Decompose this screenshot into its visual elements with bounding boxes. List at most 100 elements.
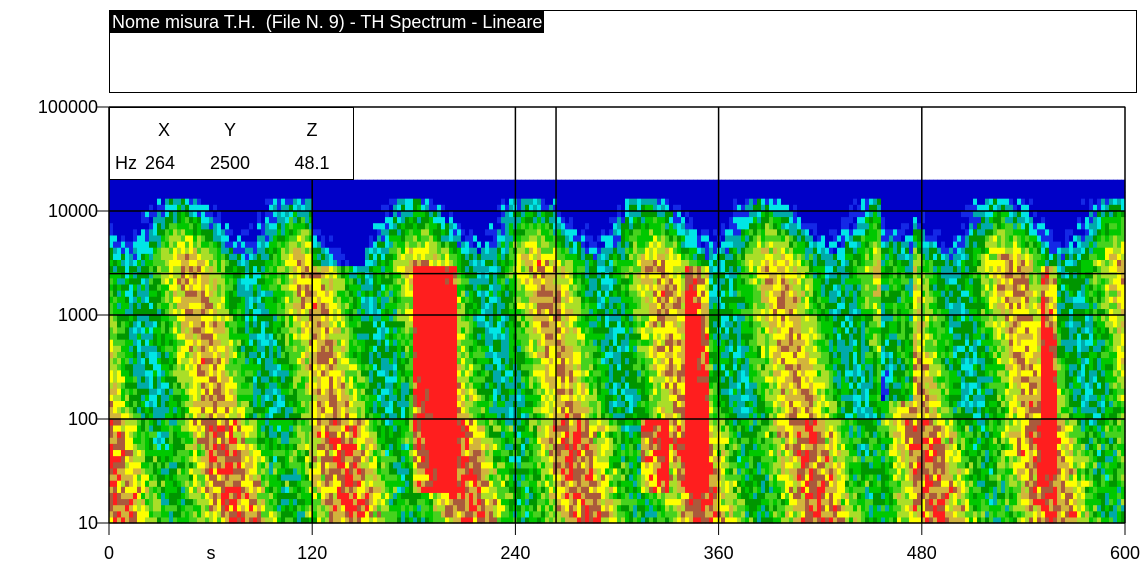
heatmap-cell bbox=[121, 253, 126, 260]
heatmap-cell bbox=[453, 406, 458, 414]
heatmap-cell bbox=[277, 449, 282, 457]
heatmap-cell bbox=[121, 290, 126, 297]
heatmap-cell bbox=[433, 277, 438, 285]
heatmap-cell bbox=[297, 241, 302, 248]
heatmap-cell bbox=[297, 375, 302, 383]
heatmap-cell bbox=[157, 308, 162, 316]
heatmap-cell bbox=[397, 179, 402, 187]
heatmap-cell bbox=[305, 357, 310, 365]
heatmap-cell bbox=[373, 222, 378, 230]
heatmap-cell bbox=[305, 443, 310, 451]
heatmap-cell bbox=[313, 228, 318, 236]
heatmap-cell bbox=[293, 461, 298, 469]
heatmap-cell bbox=[405, 179, 410, 187]
heatmap-cell bbox=[341, 437, 346, 444]
heatmap-cell bbox=[237, 302, 242, 310]
heatmap-cell bbox=[145, 308, 150, 316]
heatmap-cell bbox=[241, 455, 246, 463]
heatmap-cell bbox=[385, 375, 390, 383]
heatmap-cell bbox=[129, 431, 134, 438]
heatmap-cell bbox=[441, 253, 446, 260]
heatmap-cell bbox=[261, 504, 266, 512]
heatmap-cell bbox=[329, 504, 334, 512]
heatmap-cell bbox=[309, 216, 314, 224]
heatmap-cell bbox=[325, 357, 330, 365]
heatmap-cell bbox=[405, 369, 410, 377]
heatmap-cell bbox=[453, 510, 458, 518]
heatmap-cell bbox=[277, 179, 282, 187]
heatmap-cell bbox=[337, 486, 342, 493]
heatmap-cell bbox=[373, 461, 378, 469]
heatmap-cell bbox=[129, 461, 134, 469]
heatmap-cell bbox=[217, 351, 222, 359]
heatmap-cell bbox=[329, 191, 334, 199]
heatmap-cell bbox=[357, 259, 362, 267]
heatmap-cell bbox=[365, 492, 370, 500]
heatmap-cell bbox=[301, 473, 306, 481]
heatmap-cell bbox=[321, 486, 326, 493]
heatmap-cell bbox=[289, 345, 294, 352]
heatmap-cell bbox=[289, 302, 294, 310]
heatmap-cell bbox=[309, 253, 314, 260]
heatmap-cell bbox=[265, 510, 270, 518]
heatmap-cell bbox=[357, 431, 362, 438]
heatmap-cell bbox=[421, 400, 426, 408]
heatmap-cell bbox=[365, 247, 370, 254]
heatmap-cell bbox=[457, 283, 462, 291]
heatmap-cell bbox=[453, 283, 458, 291]
heatmap-cell bbox=[377, 210, 382, 218]
heatmap-cell bbox=[241, 320, 246, 328]
heatmap-cell bbox=[261, 437, 266, 444]
heatmap-cell bbox=[305, 308, 310, 316]
heatmap-cell bbox=[149, 302, 154, 310]
heatmap-cell bbox=[273, 504, 278, 512]
heatmap-cell bbox=[293, 320, 298, 328]
heatmap-cell bbox=[453, 308, 458, 316]
heatmap-cell bbox=[341, 449, 346, 457]
heatmap-cell bbox=[265, 228, 270, 236]
heatmap-cell bbox=[145, 473, 150, 481]
heatmap-cell bbox=[169, 516, 174, 524]
heatmap-cell bbox=[137, 247, 142, 254]
heatmap-cell bbox=[153, 198, 158, 205]
heatmap-cell bbox=[173, 247, 178, 254]
heatmap-cell bbox=[349, 216, 354, 224]
heatmap-cell bbox=[161, 504, 166, 512]
heatmap-cell bbox=[417, 498, 422, 506]
heatmap-cell bbox=[205, 443, 210, 451]
heatmap-cell bbox=[277, 241, 282, 248]
heatmap-cell bbox=[433, 296, 438, 303]
heatmap-cell bbox=[369, 504, 374, 512]
heatmap-cell bbox=[417, 241, 422, 248]
heatmap-cell bbox=[429, 394, 434, 401]
heatmap-cell bbox=[325, 326, 330, 334]
heatmap-cell bbox=[317, 382, 322, 389]
heatmap-cell bbox=[349, 204, 354, 211]
heatmap-cell bbox=[169, 234, 174, 242]
heatmap-cell bbox=[353, 473, 358, 481]
heatmap-cell bbox=[237, 437, 242, 444]
heatmap-cell bbox=[161, 320, 166, 328]
heatmap-cell bbox=[281, 198, 286, 205]
heatmap-cell bbox=[385, 198, 390, 205]
heatmap-cell bbox=[189, 498, 194, 506]
heatmap-cell bbox=[289, 185, 294, 193]
heatmap-cell bbox=[217, 253, 222, 260]
heatmap-cell bbox=[325, 467, 330, 475]
heatmap-cell bbox=[389, 516, 394, 524]
heatmap-cell bbox=[241, 382, 246, 389]
heatmap-cell bbox=[285, 498, 290, 506]
heatmap-cell bbox=[197, 191, 202, 199]
heatmap-cell bbox=[445, 339, 450, 346]
heatmap-cell bbox=[457, 222, 462, 230]
heatmap-cell bbox=[257, 222, 262, 230]
heatmap-cell bbox=[125, 406, 130, 414]
heatmap-cell bbox=[249, 449, 254, 457]
heatmap-cell bbox=[249, 326, 254, 334]
heatmap-cell bbox=[409, 345, 414, 352]
heatmap-cell bbox=[145, 320, 150, 328]
heatmap-cell bbox=[213, 326, 218, 334]
heatmap-cell bbox=[165, 400, 170, 408]
heatmap-cell bbox=[201, 455, 206, 463]
heatmap-cell bbox=[433, 424, 438, 432]
